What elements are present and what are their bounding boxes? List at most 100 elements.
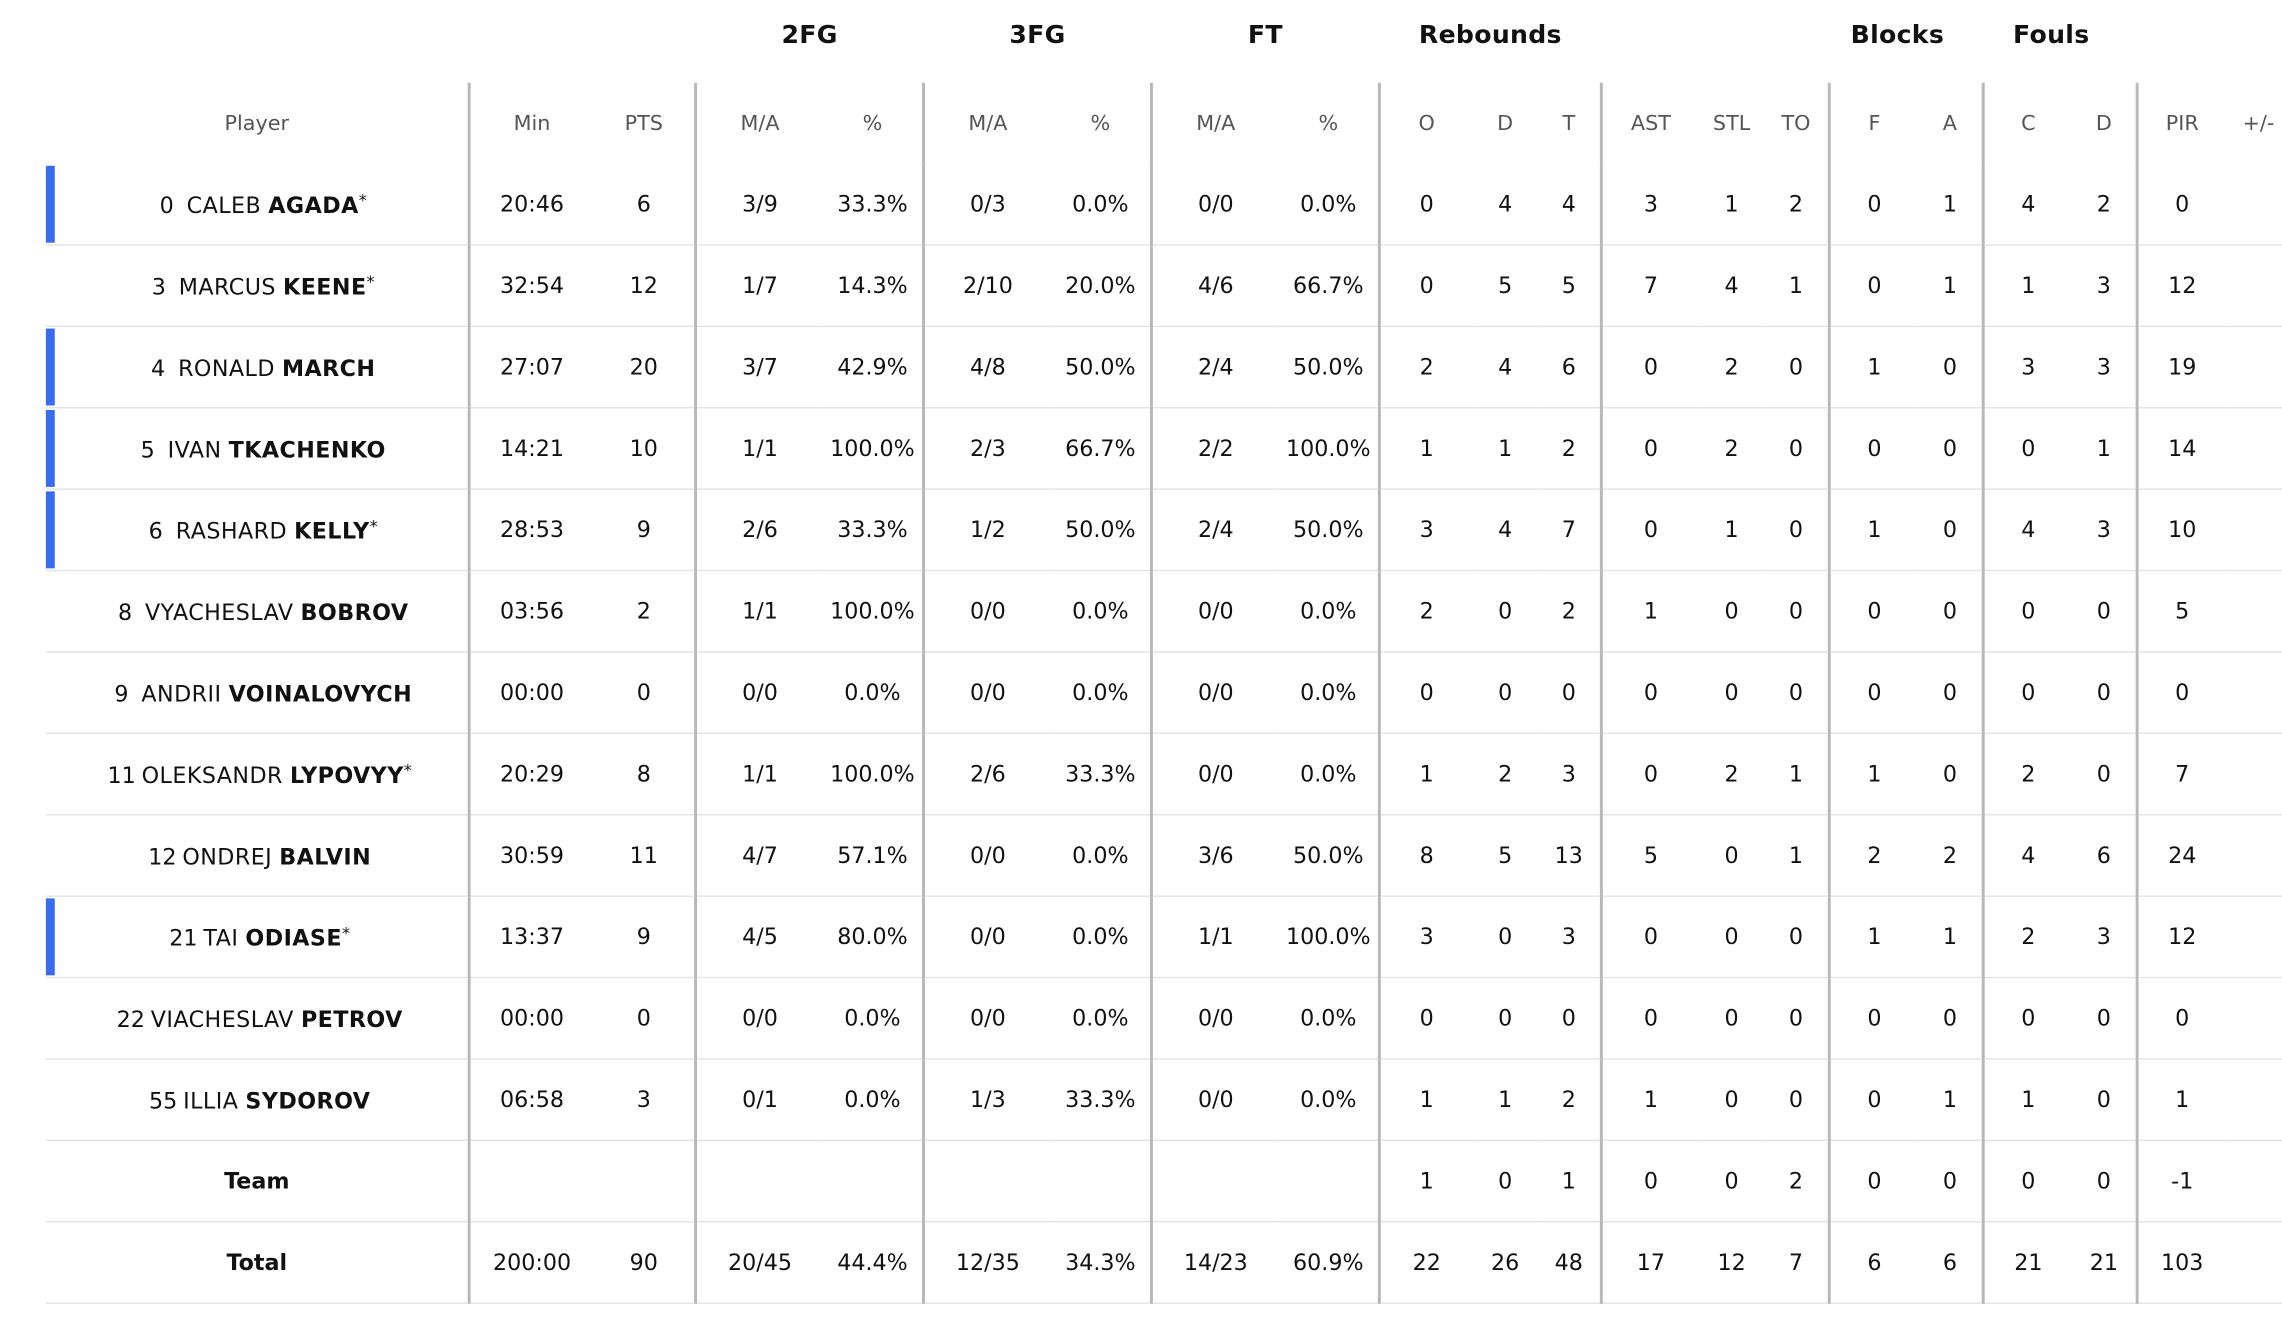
stat-cell: 33.3% [822, 489, 924, 572]
player-row[interactable]: 0 CALEB AGADA* 20:46 6 3/9 33.3% 0/3 0.0% 0/0 0.0… [45, 164, 2282, 246]
stat-cell: 1 [2072, 407, 2138, 490]
stat-cell: 10 [2135, 489, 2226, 572]
player-number: 12 [148, 842, 177, 870]
header-reb-t: T [1562, 111, 1576, 136]
player-last-name[interactable]: KEENE [283, 273, 367, 300]
player-first-name[interactable]: OLEKSANDR [141, 761, 283, 789]
stat-cell: 0.0% [822, 1058, 924, 1142]
stat-cell: 21 [1981, 1221, 2072, 1304]
stat-cell: 0 [2135, 651, 2226, 735]
player-cell[interactable]: 0 CALEB AGADA* [45, 164, 470, 246]
group-ft-label: FT [1247, 20, 1283, 51]
stat-cell: 50.0% [1050, 326, 1152, 409]
player-cell[interactable]: 8 VYACHESLAV BOBROV [45, 570, 470, 653]
summary-row: Total 200:00 90 20/45 44.4% 12/35 34.3% 14/23 60… [45, 1221, 2282, 1304]
stat-cell: 1 [1599, 1058, 1700, 1142]
stat-cell: 0/0 [922, 977, 1051, 1060]
player-cell[interactable]: 11 OLEKSANDR LYPOVYY* [45, 733, 470, 816]
player-row[interactable]: 21 TAI ODIASE* 13:37 9 4/5 80.0% 0/0 0.0% 1/1 100… [45, 896, 2282, 979]
stat-cell: 0 [1827, 164, 1919, 246]
player-cell[interactable]: 21 TAI ODIASE* [45, 896, 470, 979]
player-last-name[interactable]: VOINALOVYCH [228, 680, 413, 707]
player-first-name[interactable]: ONDREJ [182, 842, 273, 870]
player-cell[interactable]: 9 ANDRII VOINALOVYCH [45, 651, 470, 735]
stat-cell [2225, 244, 2282, 328]
player-first-name[interactable]: TAI [203, 924, 239, 951]
stat-cell: 4 [1981, 814, 2072, 897]
player-last-name[interactable]: ODIASE [245, 924, 342, 951]
stat-cell: 1 [1918, 164, 1984, 246]
player-row[interactable]: 55 ILLIA SYDOROV 06:58 3 0/1 0.0% 1/3 33.3% 0/0 0… [45, 1058, 2282, 1142]
stat-cell: 0.0% [1050, 651, 1152, 735]
player-cell[interactable]: 4 RONALD MARCH [45, 326, 470, 409]
player-first-name[interactable]: MARCUS [178, 273, 276, 300]
player-last-name[interactable]: BALVIN [279, 842, 372, 870]
stat-cell: 5 [2135, 570, 2226, 653]
player-first-name[interactable]: CALEB [186, 191, 262, 219]
player-cell[interactable]: 22 VIACHESLAV PETROV [45, 977, 470, 1060]
stat-cell: 0/0 [1149, 1058, 1279, 1142]
stat-cell: 3/7 [694, 326, 823, 409]
stat-cell: 0/1 [694, 1058, 823, 1142]
player-first-name[interactable]: ILLIA [183, 1087, 239, 1114]
header-2fg-pct: % [862, 111, 883, 136]
stat-cell: 0.0% [1050, 977, 1152, 1060]
stat-cell: 0 [1764, 896, 1830, 979]
stat-cell: 4 [1472, 489, 1538, 572]
player-number: 9 [114, 680, 129, 707]
player-last-name[interactable]: KELLY [294, 517, 370, 544]
player-row[interactable]: 22 VIACHESLAV PETROV 00:00 0 0/0 0.0% 0/0 0.0% 0… [45, 977, 2282, 1060]
player-first-name[interactable]: VYACHESLAV [145, 598, 294, 626]
header-2fg-ma: M/A [694, 82, 823, 165]
player-row[interactable]: 11 OLEKSANDR LYPOVYY* 20:29 8 1/1 100.0% 2/6 33… [45, 733, 2282, 816]
player-row[interactable]: 9 ANDRII VOINALOVYCH 00:00 0 0/0 0.0% 0/0 0.0% 0… [45, 651, 2282, 735]
player-row[interactable]: 12 ONDREJ BALVIN 30:59 11 4/7 57.1% 0/0 0.0% 3/6… [45, 814, 2282, 897]
player-cell[interactable]: 55 ILLIA SYDOROV [45, 1058, 470, 1142]
player-first-name[interactable]: ANDRII [141, 680, 222, 707]
player-first-name[interactable]: RASHARD [175, 517, 288, 544]
stat-cell: 0 [1827, 977, 1919, 1060]
stat-cell: 1 [1827, 489, 1919, 572]
stat-cell: 1/2 [922, 489, 1051, 572]
stat-cell: 0.0% [1278, 1058, 1380, 1142]
stat-cell: 0 [1472, 977, 1538, 1060]
stat-cell: 0 [1377, 164, 1473, 246]
player-first-name[interactable]: RONALD [178, 354, 275, 382]
stat-cell [1278, 1140, 1380, 1223]
player-last-name[interactable]: BOBROV [300, 598, 409, 626]
player-cell[interactable]: 6 RASHARD KELLY* [45, 489, 470, 572]
player-last-name[interactable]: LYPOVYY [289, 761, 404, 789]
player-row[interactable]: 5 IVAN TKACHENKO 14:21 10 1/1 100.0% 2/3 66.7% 2… [45, 407, 2282, 490]
stat-cell: 6 [1537, 326, 1602, 409]
stat-cell: 0/0 [922, 896, 1051, 979]
stat-cell: 0/0 [1149, 570, 1279, 653]
stat-cell: 33.3% [822, 164, 924, 246]
stat-cell: 22 [1377, 1221, 1473, 1304]
stat-cell: 0 [2072, 651, 2138, 735]
player-row[interactable]: 6 RASHARD KELLY* 28:53 9 2/6 33.3% 1/2 50.0% 2/4… [45, 489, 2282, 572]
stat-cell: 0/0 [694, 651, 823, 735]
player-cell[interactable]: 5 IVAN TKACHENKO [45, 407, 470, 490]
stat-cell: 4 [1537, 164, 1602, 246]
stat-cell: 5 [1599, 814, 1700, 897]
stat-cell: 0 [593, 977, 696, 1060]
player-cell[interactable]: 12 ONDREJ BALVIN [45, 814, 470, 897]
player-row[interactable]: 3 MARCUS KEENE* 32:54 12 1/7 14.3% 2/10 20.0% 4/… [45, 244, 2282, 328]
stat-cell: 1 [1472, 1058, 1538, 1142]
player-row[interactable]: 8 VYACHESLAV BOBROV 03:56 2 1/1 100.0% 0/0 0.0%… [45, 570, 2282, 653]
player-last-name[interactable]: AGADA [268, 191, 359, 219]
stat-cell: 3 [1537, 733, 1602, 816]
stat-cell: 2 [1981, 733, 2072, 816]
player-last-name[interactable]: MARCH [281, 354, 376, 382]
player-last-name[interactable]: TKACHENKO [228, 435, 386, 463]
stat-cell: 21 [2072, 1221, 2138, 1304]
stat-cell [593, 1140, 696, 1223]
stat-cell: 0 [1699, 1058, 1765, 1142]
stat-cell: 1 [1377, 407, 1473, 490]
player-cell[interactable]: 3 MARCUS KEENE* [45, 244, 470, 328]
player-first-name[interactable]: VIACHESLAV [150, 1005, 294, 1033]
player-last-name[interactable]: PETROV [300, 1005, 403, 1033]
player-row[interactable]: 4 RONALD MARCH 27:07 20 3/7 42.9% 4/8 50.0% 2/4 5… [45, 326, 2282, 409]
player-first-name[interactable]: IVAN [167, 435, 222, 463]
player-last-name[interactable]: SYDOROV [245, 1087, 371, 1114]
